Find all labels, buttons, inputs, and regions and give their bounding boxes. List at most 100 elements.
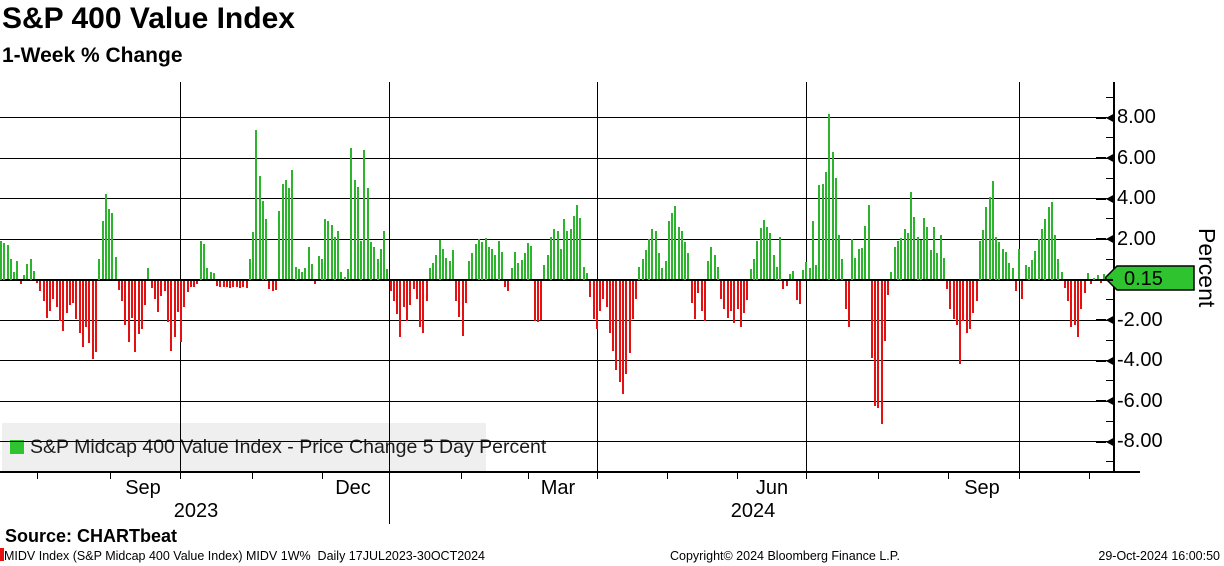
data-bar [65,280,68,313]
data-bar [602,280,605,299]
data-bar [39,280,42,291]
data-bar [114,257,117,280]
data-bar [383,230,385,280]
data-bar [360,241,363,280]
x-axis-month-tick [948,473,949,479]
data-bar [261,200,264,280]
data-bar [196,280,199,284]
data-bar [271,280,274,291]
data-bar [507,280,510,291]
data-bar [140,280,143,330]
data-bar [690,280,693,303]
data-bar [1044,218,1047,280]
data-bar [798,280,801,304]
data-bar [281,184,284,280]
page-title: S&P 400 Value Index [2,2,295,35]
data-bar [72,280,74,303]
data-bar [955,280,958,326]
data-bar [445,258,448,280]
data-bar [880,280,883,425]
data-bar [88,280,91,344]
data-bar [1073,280,1076,326]
data-bar [608,280,611,334]
data-bar [229,280,232,288]
y-tick-text: 6.00 [1117,146,1156,169]
gridline-h [0,441,1113,442]
data-bar [147,268,150,280]
data-bar [497,241,500,280]
data-bar [484,238,487,280]
data-bar [294,267,297,280]
data-bar [1083,280,1086,293]
data-bar [284,180,287,280]
data-bar [658,253,660,280]
data-bar [386,269,389,280]
data-bar [425,280,428,301]
data-bar [559,249,562,280]
data-bar [788,274,791,280]
x-axis-month-label: Jun [755,477,789,499]
data-bar [1037,239,1040,280]
data-bar [183,280,186,307]
data-bar [222,280,225,287]
data-bar [978,241,981,280]
data-bar [117,280,120,290]
data-bar [58,280,61,321]
data-bar [824,172,827,280]
x-axis-year-label: 2024 [730,500,776,522]
data-bar [520,260,523,280]
data-bar [1027,267,1030,280]
data-bar [193,280,196,287]
data-bar [42,280,45,301]
data-bar [903,228,906,280]
data-bar [1086,273,1089,280]
y-tick-arrow-icon [1106,396,1115,406]
y-axis-minor-tick [1106,137,1113,139]
data-bar [121,280,124,301]
data-bar [1099,280,1102,283]
data-bar [720,280,723,299]
data-bar [432,263,435,280]
data-bar [929,250,932,280]
data-bar [749,269,752,280]
data-bar [586,273,588,280]
data-bar [959,280,962,364]
data-bar [239,280,241,288]
data-bar [684,242,687,280]
data-bar [523,253,526,280]
data-bar [458,280,461,317]
data-bar [468,261,471,280]
data-bar [870,280,873,358]
data-bar [635,280,638,299]
x-axis-month-tick [322,473,323,479]
data-bar [252,231,255,280]
data-bar [0,241,2,280]
data-bar [127,280,130,343]
y-tick-arrow-icon [1106,436,1115,447]
data-bar [500,252,503,280]
data-bar [605,280,608,307]
y-axis-minor-tick [1106,218,1113,220]
data-bar [327,220,330,280]
data-bar [834,178,837,280]
data-bar [543,265,546,280]
data-bar [1103,274,1106,280]
data-bar [550,237,552,280]
data-bar [173,280,176,338]
data-bar [399,280,402,338]
data-bar [471,253,474,280]
y-tick-text: -8.00 [1117,430,1163,452]
data-bar [743,280,746,313]
data-bar [687,253,690,280]
data-bar [556,230,559,280]
data-bar [769,232,772,280]
legend: S&P Midcap 400 Value Index - Price Chang… [2,423,546,471]
data-bar [972,280,975,313]
y-axis-tick-label: 6.00 [1096,147,1156,169]
data-bar [510,268,513,280]
data-bar [592,280,595,319]
data-bar [1067,280,1070,301]
y-axis-tick-label: -6.00 [1096,390,1163,412]
data-bar [746,280,749,300]
x-axis-month-tick [1089,473,1090,479]
